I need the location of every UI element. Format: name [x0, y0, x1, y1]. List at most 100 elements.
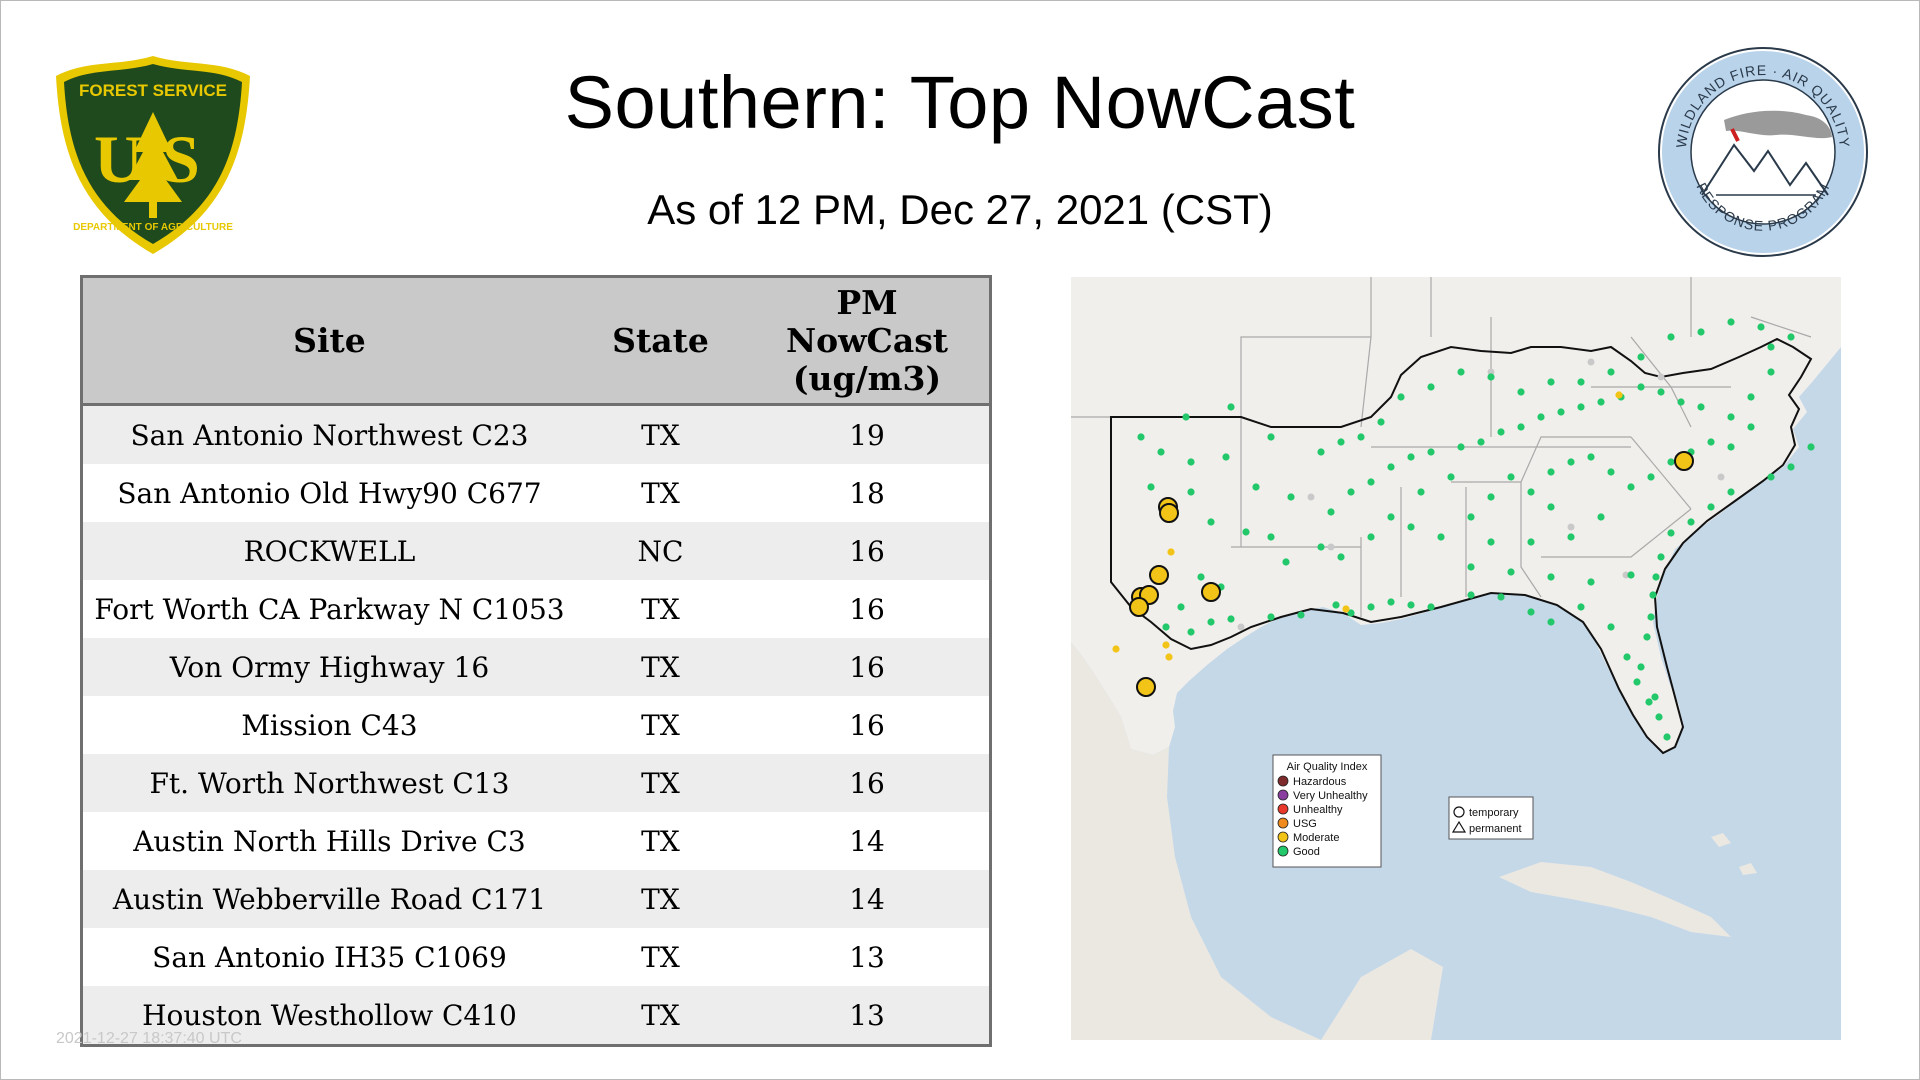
monitor-marker-good [1427, 383, 1435, 391]
cell-pm: 14 [745, 812, 991, 870]
forest-service-logo-top-text: FOREST SERVICE [79, 81, 227, 100]
monitor-marker-good [1497, 593, 1505, 601]
state-borders [1071, 277, 1812, 617]
monitor-marker-good [1387, 463, 1395, 471]
monitor-marker-good [1387, 513, 1395, 521]
monitor-marker-good [1467, 513, 1475, 521]
cell-state: TX [575, 986, 746, 1046]
monitor-marker-good [1357, 433, 1365, 441]
legend-swatch [1277, 817, 1289, 829]
monitor-marker-moderate [1165, 653, 1173, 661]
monitor-marker-good [1547, 468, 1555, 476]
column-header-pm-nowcast: PM NowCast (ug/m3) [745, 276, 991, 406]
forest-service-logo-bottom-text: DEPARTMENT OF AGRICULTURE [73, 222, 233, 233]
monitor-marker-good [1637, 663, 1645, 671]
cell-site: Fort Worth CA Parkway N C1053 [81, 580, 576, 638]
land-yucatan [1321, 949, 1443, 1040]
monitor-marker-good [1487, 538, 1495, 546]
monitor-marker-moderate-temporary [1129, 597, 1149, 617]
monitor-marker-moderate [1342, 605, 1350, 613]
monitor-marker-good [1577, 603, 1585, 611]
temporary-circle-icon [1453, 806, 1465, 818]
monitor-marker-good [1327, 508, 1335, 516]
monitor-marker-good [1407, 523, 1415, 531]
cell-site: Austin Webberville Road C171 [81, 870, 576, 928]
monitor-marker-good [1407, 453, 1415, 461]
monitor-marker-good [1747, 393, 1755, 401]
monitor-marker-good [1643, 633, 1651, 641]
monitor-marker-good [1727, 413, 1735, 421]
monitor-marker-good [1347, 488, 1355, 496]
table-row: San Antonio Northwest C23 TX 19 [81, 404, 991, 464]
cell-site: San Antonio Northwest C23 [81, 404, 576, 464]
permanent-triangle-icon [1451, 820, 1467, 833]
monitor-marker-good [1367, 603, 1375, 611]
cell-pm: 16 [745, 696, 991, 754]
monitor-marker-good [1607, 368, 1615, 376]
page-subtitle: As of 12 PM, Dec 27, 2021 (CST) [647, 186, 1273, 233]
monitor-marker-good [1367, 478, 1375, 486]
monitor-marker-good [1387, 598, 1395, 606]
monitor-marker-nodata [1567, 523, 1575, 531]
monitor-marker-good [1727, 443, 1735, 451]
cell-pm: 16 [745, 638, 991, 696]
monitor-marker-good [1227, 403, 1235, 411]
aqi-legend: Air Quality Index Hazardous Very Unhealth… [1272, 754, 1382, 868]
monitor-marker-good [1623, 653, 1631, 661]
monitor-marker-good [1677, 398, 1685, 406]
cell-site: Von Ormy Highway 16 [81, 638, 576, 696]
monitor-marker-nodata [1487, 368, 1495, 376]
cell-site: San Antonio IH35 C1069 [81, 928, 576, 986]
cell-state: TX [575, 580, 746, 638]
monitor-marker-good [1517, 423, 1525, 431]
monitor-marker-good [1697, 403, 1705, 411]
monitor-marker-good [1649, 591, 1657, 599]
table-row: Austin Webberville Road C171 TX 14 [81, 870, 991, 928]
monitor-marker-good [1397, 393, 1405, 401]
cell-site: Austin North Hills Drive C3 [81, 812, 576, 870]
monitor-marker-nodata [1327, 543, 1335, 551]
cell-site: San Antonio Old Hwy90 C677 [81, 464, 576, 522]
monitor-marker-good [1577, 378, 1585, 386]
monitor-marker-good [1547, 618, 1555, 626]
legend-label: Good [1293, 846, 1320, 858]
monitor-marker-good [1137, 433, 1145, 441]
monitor-marker-good [1707, 503, 1715, 511]
monitor-marker-good [1197, 573, 1205, 581]
cell-pm: 13 [745, 928, 991, 986]
monitor-marker-good [1747, 423, 1755, 431]
monitor-marker-good [1267, 613, 1275, 621]
monitor-marker-good [1587, 453, 1595, 461]
monitor-marker-good [1507, 473, 1515, 481]
monitor-marker-good [1347, 609, 1355, 617]
air-quality-map: Air Quality Index Hazardous Very Unhealth… [1071, 277, 1841, 1040]
monitor-marker-good [1667, 529, 1675, 537]
cell-site: Ft. Worth Northwest C13 [81, 754, 576, 812]
monitor-marker-good [1377, 418, 1385, 426]
cell-state: TX [575, 870, 746, 928]
table-row: San Antonio Old Hwy90 C677 TX 18 [81, 464, 991, 522]
monitor-marker-moderate-temporary [1201, 582, 1221, 602]
monitor-marker-good [1787, 463, 1795, 471]
monitor-marker-good [1407, 601, 1415, 609]
monitor-marker-good [1222, 453, 1230, 461]
monitor-marker-good [1317, 448, 1325, 456]
table-row: Austin North Hills Drive C3 TX 14 [81, 812, 991, 870]
monitor-marker-good [1627, 571, 1635, 579]
wildland-fire-logo: WILDLAND FIRE · AIR QUALITY RESPONSE PRO… [1656, 45, 1870, 259]
monitor-marker-good [1187, 458, 1195, 466]
legend-swatch [1277, 803, 1289, 815]
cell-pm: 16 [745, 580, 991, 638]
legend-swatch [1277, 845, 1289, 857]
monitor-marker-good [1332, 601, 1340, 609]
cell-state: TX [575, 812, 746, 870]
monitor-marker-good [1162, 623, 1170, 631]
cell-state: NC [575, 522, 746, 580]
legend-label: USG [1293, 818, 1317, 830]
monitor-marker-good [1547, 573, 1555, 581]
cell-state: TX [575, 464, 746, 522]
monitor-marker-nodata [1657, 373, 1665, 381]
cell-state: TX [575, 638, 746, 696]
forest-service-logo: FOREST SERVICE U S DEPARTMENT OF AGRICUL… [50, 52, 256, 258]
monitor-marker-good [1487, 493, 1495, 501]
